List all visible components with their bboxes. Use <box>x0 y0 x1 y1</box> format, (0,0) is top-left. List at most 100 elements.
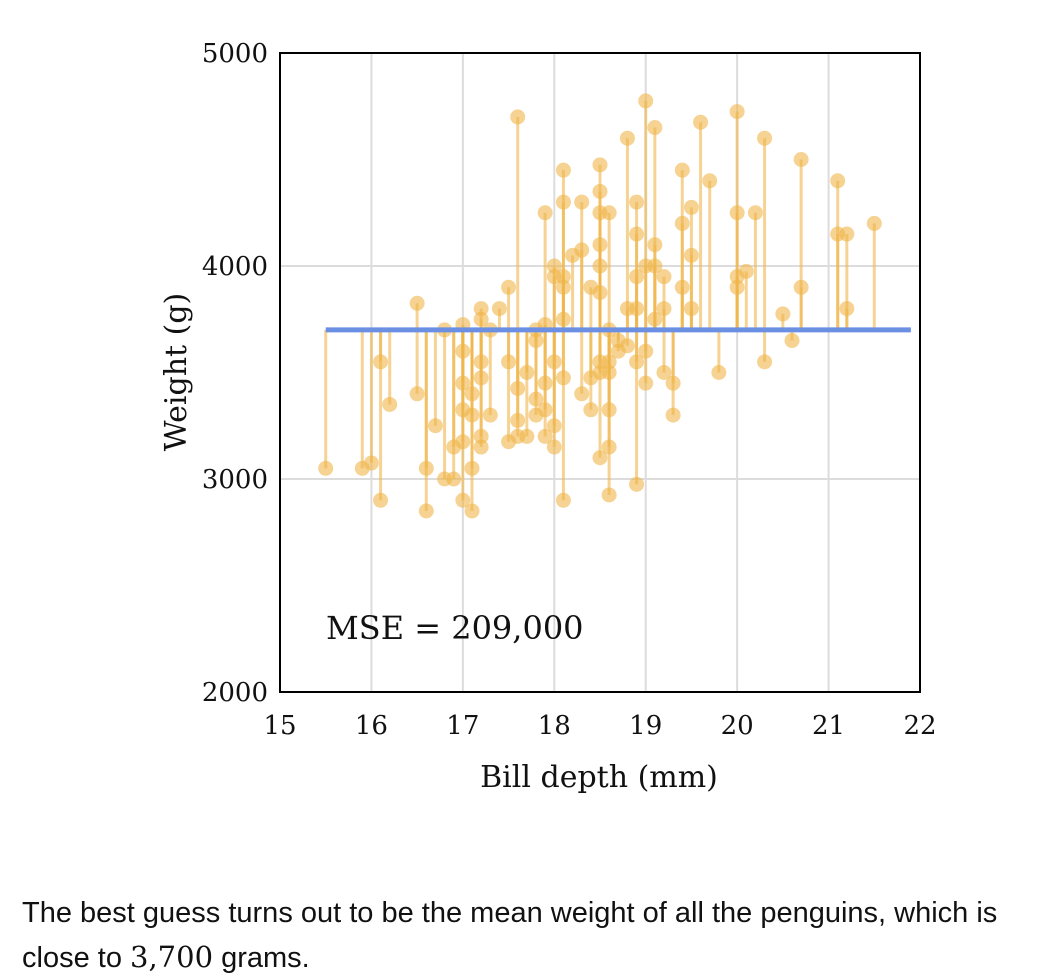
data-point <box>683 199 699 215</box>
caption-text-start: The best guess turns out to be the mean … <box>22 897 998 974</box>
data-point <box>473 428 489 444</box>
x-tick-label: 15 <box>263 711 296 741</box>
data-point <box>757 354 773 370</box>
data-point <box>729 279 745 295</box>
caption: The best guess turns out to be the mean … <box>22 891 1032 980</box>
data-point <box>665 407 681 423</box>
data-point <box>464 407 480 423</box>
x-tick-label: 22 <box>903 711 936 741</box>
data-point <box>601 354 617 370</box>
data-point <box>537 402 553 418</box>
x-tick-label: 19 <box>629 711 662 741</box>
data-point <box>793 279 809 295</box>
data-point <box>555 370 571 386</box>
data-point <box>647 258 663 274</box>
data-point <box>464 386 480 402</box>
data-point <box>555 162 571 178</box>
data-point <box>373 354 389 370</box>
data-point <box>574 194 590 210</box>
data-point <box>592 183 608 199</box>
data-point <box>546 439 562 455</box>
data-point <box>409 295 425 311</box>
y-tick-label: 5000 <box>202 39 268 69</box>
data-point <box>638 375 654 391</box>
x-tick-label: 21 <box>812 711 845 741</box>
data-point <box>537 375 553 391</box>
data-point <box>793 152 809 167</box>
data-point <box>629 194 645 210</box>
data-point <box>464 460 480 476</box>
data-point <box>656 365 672 380</box>
data-point <box>409 386 425 402</box>
data-point <box>592 157 608 173</box>
x-axis-label: Bill depth (mm) <box>480 760 718 795</box>
data-point <box>619 130 635 146</box>
data-point <box>629 354 645 370</box>
data-point <box>601 487 617 503</box>
data-point <box>839 226 855 242</box>
data-point <box>729 104 745 120</box>
data-point <box>702 173 718 189</box>
data-point <box>510 380 526 396</box>
data-point <box>656 269 672 285</box>
y-tick-labels: 2000 3000 4000 5000 <box>202 39 268 708</box>
data-point <box>574 386 590 402</box>
data-point <box>455 343 471 359</box>
data-point <box>629 301 645 317</box>
data-point <box>683 247 699 263</box>
data-point <box>629 476 645 492</box>
caption-text-end: grams. <box>213 942 310 974</box>
data-point <box>473 301 489 317</box>
data-point <box>711 365 727 380</box>
data-point <box>373 492 389 508</box>
data-point <box>574 242 590 258</box>
data-point <box>747 205 763 221</box>
data-point <box>455 375 471 391</box>
data-point <box>729 205 745 221</box>
data-point <box>601 205 617 221</box>
data-point <box>473 439 489 455</box>
data-point <box>683 301 699 317</box>
data-point <box>473 311 489 327</box>
data-point <box>482 407 498 423</box>
x-tick-label: 18 <box>538 711 571 741</box>
x-tick-label: 20 <box>721 711 754 741</box>
data-point <box>528 333 544 349</box>
data-point <box>473 370 489 386</box>
x-tick-label: 17 <box>446 711 479 741</box>
data-point <box>647 311 663 327</box>
caption-mean-value: 3,700 <box>130 940 214 974</box>
data-point <box>674 215 690 231</box>
data-point <box>546 354 562 370</box>
data-point <box>619 338 635 354</box>
data-point <box>592 237 608 253</box>
data-point <box>546 258 562 274</box>
data-point <box>693 114 709 130</box>
data-point <box>674 279 690 295</box>
scatter-chart: 15 16 17 18 19 20 21 22 2000 3000 4000 5000 Bill d… <box>159 39 937 795</box>
data-point <box>555 279 571 295</box>
data-point <box>528 391 544 407</box>
data-point <box>555 492 571 508</box>
data-point <box>455 434 471 450</box>
data-point <box>418 503 434 519</box>
data-point <box>455 492 471 508</box>
data-point <box>647 237 663 253</box>
data-point <box>839 301 855 317</box>
mse-annotation: MSE = 209,000 <box>326 609 584 647</box>
data-point <box>592 450 608 466</box>
data-point <box>501 279 517 295</box>
data-point <box>784 333 800 349</box>
data-point <box>866 215 882 231</box>
data-point <box>427 418 443 434</box>
data-point <box>638 93 654 109</box>
y-axis-label: Weight (g) <box>159 293 194 451</box>
data-point <box>418 460 434 476</box>
data-point <box>601 439 617 455</box>
data-point <box>583 402 599 418</box>
data-point <box>656 301 672 317</box>
data-point <box>757 130 773 146</box>
data-point <box>519 365 535 380</box>
data-point <box>519 428 535 444</box>
data-point <box>647 120 663 136</box>
